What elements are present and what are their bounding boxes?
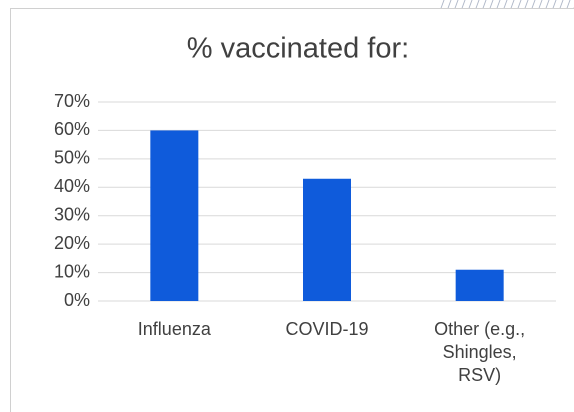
bar (303, 178, 351, 301)
y-tick-label: 10% (54, 261, 90, 281)
y-tick-label: 60% (54, 119, 90, 139)
chart-border (10, 8, 574, 412)
x-tick-label: Influenza (137, 319, 211, 339)
decoration (440, 0, 574, 9)
y-tick-label: 30% (54, 204, 90, 224)
x-tick-label: COVID-19 (285, 319, 369, 339)
y-tick-label: 20% (54, 233, 90, 253)
y-tick-label: 70% (54, 91, 90, 111)
x-tick-label: Other (e.g., Shingles, RSV) (434, 319, 526, 385)
bar (455, 269, 504, 301)
y-tick-label: 40% (54, 176, 90, 196)
bar (150, 130, 199, 301)
chart-title: % vaccinated for: (187, 33, 409, 65)
y-tick-label: 0% (64, 290, 90, 310)
y-tick-label: 50% (54, 148, 90, 168)
